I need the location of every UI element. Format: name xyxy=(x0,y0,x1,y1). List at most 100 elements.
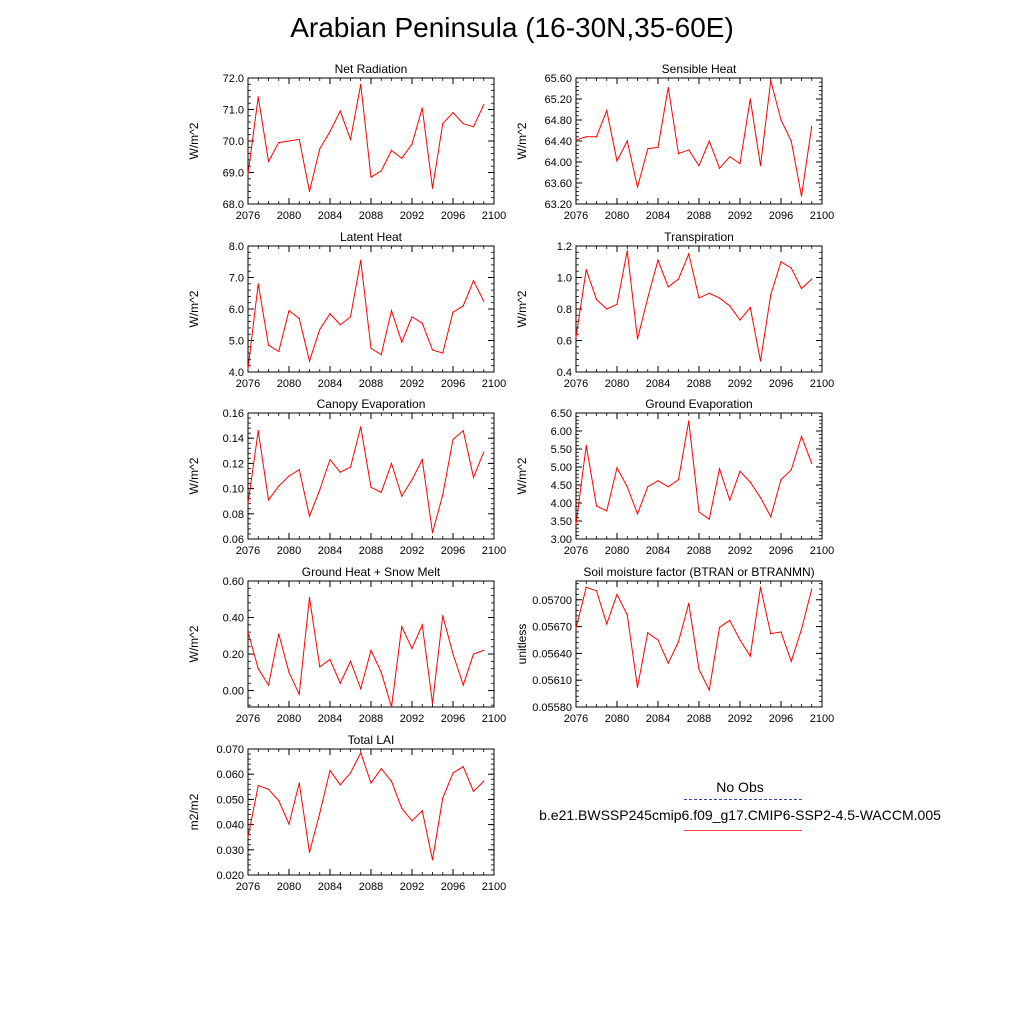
data-point xyxy=(718,626,721,629)
data-point xyxy=(729,305,731,307)
data-point xyxy=(626,250,628,252)
data-point xyxy=(288,475,290,477)
y-tick-label: 65.20 xyxy=(544,94,572,106)
main-title: Arabian Peninsula (16-30N,35-60E) xyxy=(290,12,734,43)
legend-case-line xyxy=(684,830,802,831)
data-point xyxy=(267,344,270,346)
y-tick-label: 0.05670 xyxy=(532,622,572,634)
x-tick-label: 2096 xyxy=(441,713,465,725)
data-point xyxy=(677,479,680,481)
data-point xyxy=(421,107,423,109)
net-radiation-panel: Net Radiation W/m^2 2076 2080 2084 2088 2092 20… xyxy=(187,62,506,222)
data-point xyxy=(770,633,772,635)
data-point xyxy=(657,259,659,261)
data-point xyxy=(380,354,382,356)
y-tick-label: 69.0 xyxy=(223,168,244,180)
y-tick-label: 6.00 xyxy=(551,426,572,438)
data-point xyxy=(288,823,290,825)
x-tick-label: 2096 xyxy=(769,713,793,725)
x-tick-label: 2092 xyxy=(400,545,424,557)
data-point xyxy=(759,360,762,362)
data-point xyxy=(667,286,669,288)
x-tick-label: 2092 xyxy=(400,881,424,893)
data-point xyxy=(401,341,403,343)
data-point xyxy=(462,305,464,307)
data-point xyxy=(780,261,782,263)
data-point xyxy=(800,435,803,437)
data-point xyxy=(483,780,485,782)
data-point xyxy=(770,294,772,296)
data-point xyxy=(349,772,352,774)
panel-title: Canopy Evaporation xyxy=(317,397,426,411)
ground-evaporation-panel: Ground Evaporation W/m^2 2076 2080 2084 2088 2… xyxy=(515,397,834,557)
data-point xyxy=(401,626,403,628)
data-point xyxy=(616,593,618,596)
y-axis-label: W/m^2 xyxy=(515,457,529,494)
y-tick-label: 71.0 xyxy=(223,105,244,117)
y-tick-label: 0.030 xyxy=(216,845,244,857)
data-point xyxy=(452,772,454,774)
y-tick-label: 0.070 xyxy=(216,744,244,756)
data-point xyxy=(360,752,362,754)
x-tick-label: 2100 xyxy=(810,545,834,557)
data-point xyxy=(288,671,290,673)
x-tick-label: 2076 xyxy=(564,210,588,222)
data-point xyxy=(421,459,423,461)
x-tick-label: 2080 xyxy=(605,545,629,557)
data-point xyxy=(759,497,762,499)
data-point xyxy=(370,486,372,488)
y-tick-label: 68.0 xyxy=(223,199,244,211)
y-tick-label: 0.05700 xyxy=(532,595,572,607)
series-line xyxy=(575,586,813,692)
x-tick-label: 2084 xyxy=(646,713,670,725)
data-point xyxy=(790,267,792,269)
sensible-heat-panel: Sensible Heat W/m^2 2076 2080 2084 2088 2092 20… xyxy=(515,62,834,222)
data-point xyxy=(667,662,669,664)
data-point xyxy=(770,516,772,518)
data-point xyxy=(247,836,249,838)
x-tick-label: 2076 xyxy=(564,545,588,557)
y-tick-label: 0.12 xyxy=(223,458,244,470)
data-point xyxy=(811,278,813,280)
y-tick-label: 0.6 xyxy=(557,336,572,348)
data-point xyxy=(472,790,475,792)
data-point xyxy=(431,187,434,189)
y-tick-label: 0.05610 xyxy=(532,675,572,687)
legend: No Obs b.e21.BWSSP245cmip6.f09_g17.CMIP6… xyxy=(520,775,960,845)
data-point xyxy=(452,438,454,441)
data-point xyxy=(677,641,680,643)
x-tick-label: 2088 xyxy=(359,378,383,390)
x-tick-label: 2096 xyxy=(441,545,465,557)
data-point xyxy=(390,780,393,782)
plot-frame xyxy=(247,77,495,205)
data-point xyxy=(595,505,598,507)
data-point xyxy=(749,306,751,309)
series-line xyxy=(575,420,813,525)
data-point xyxy=(790,140,792,142)
y-tick-label: 64.80 xyxy=(544,115,572,127)
x-tick-label: 2100 xyxy=(482,545,506,557)
data-point xyxy=(698,165,700,167)
data-point xyxy=(257,430,259,432)
series-line xyxy=(575,250,813,362)
data-point xyxy=(370,782,372,784)
ground-heat-snow-melt-panel: Ground Heat + Snow Melt W/m^2 2076 2080 2084… xyxy=(187,565,506,725)
x-tick-label: 2092 xyxy=(728,378,752,390)
data-point xyxy=(729,499,731,501)
data-point xyxy=(739,319,741,321)
data-point xyxy=(688,602,690,604)
data-point xyxy=(575,139,577,141)
data-point xyxy=(688,420,690,422)
x-tick-label: 2076 xyxy=(236,713,260,725)
data-point xyxy=(749,481,751,483)
panel-title: Sensible Heat xyxy=(662,62,737,76)
y-tick-label: 1.2 xyxy=(557,241,572,253)
x-tick-label: 2080 xyxy=(277,881,301,893)
data-point xyxy=(247,368,249,370)
latent-heat-panel: Latent Heat W/m^2 2076 2080 2084 2088 2092 2096… xyxy=(187,230,506,390)
x-tick-label: 2080 xyxy=(605,210,629,222)
x-tick-label: 2100 xyxy=(810,713,834,725)
data-point xyxy=(452,112,454,114)
data-point xyxy=(790,469,792,471)
panel-title: Ground Heat + Snow Melt xyxy=(302,565,441,579)
